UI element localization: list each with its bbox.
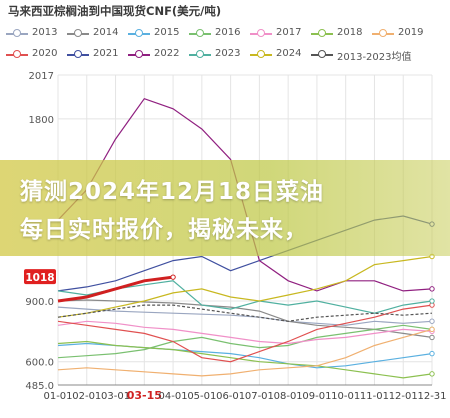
y-tick-label: 2017 [29,71,54,82]
x-tick-label: 02-01 [72,391,101,402]
legend-label: 2019 [398,27,424,38]
series-end-marker [429,326,435,333]
x-tick-label: 08-01 [274,391,303,402]
series-line-2018 [57,340,433,379]
series-line-2017 [57,320,433,345]
series-end-marker [429,286,435,292]
legend-label: 2014 [93,27,119,38]
y-tick-label: 600.0 [25,358,54,369]
legend-marker [379,29,387,37]
series-end-marker [429,298,435,304]
legend-label: 2021 [93,48,119,59]
series-line-2023 [57,280,433,314]
legend-label: 2018 [337,27,363,38]
series-line-2015 [57,342,433,369]
legend-label: 2020 [32,48,58,59]
x-tick-label: 09-01 [302,391,331,402]
series-line-2013-2023均值 [57,304,433,322]
legend-label: 2015 [154,27,180,38]
current-price-badge [24,269,56,285]
legend-label: 2016 [215,27,241,38]
series-line-2016 [57,324,433,359]
legend-marker [257,29,265,37]
legend-marker [74,29,82,37]
x-tick-label: 10-01 [331,391,360,402]
legend-marker [135,29,143,37]
legend-label: 2017 [276,27,302,38]
y-tick-label: 485.0 [25,381,54,392]
headline-banner: 猜测2024年12月18日菜油 每日实时报价，揭秘未来， [0,160,450,256]
series-end-marker [429,350,435,357]
x-tick-label: 07-01 [245,391,274,402]
legend-label: 2024 [276,48,302,59]
series-end-marker [429,371,435,377]
headline-line-1: 猜测2024年12月18日菜油 [20,179,325,205]
x-tick-label: 03-01 [101,391,130,402]
x-tick-label: 01-01 [43,391,72,402]
current-price-label: 1018 [25,272,54,284]
series-line-2014 [57,299,433,338]
x-tick-label: 06-01 [216,391,245,402]
x-tick-label: 04-01 [159,391,188,402]
series-line-2025 [57,275,174,303]
y-tick-label: 1800 [29,115,54,126]
x-tick-label: 11-01 [360,391,389,402]
x-tick-label: 03-15 [127,389,162,402]
series-line-2024 [57,255,433,318]
series-end-marker [429,318,435,324]
legend-marker [13,29,21,37]
headline-line-2: 每日实时报价，揭秘未来， [20,217,308,243]
legend-marker [196,50,204,58]
legend-marker [74,50,82,58]
legend-marker [257,50,265,58]
chart-title: 马来西亚棕榈油到中国现货CNF(美元/吨) [8,4,222,18]
series-line-2019 [57,328,433,377]
legend-marker [13,50,21,58]
series-end-marker [170,274,176,280]
x-tick-label: 12-31 [417,391,446,402]
legend-label: 2022 [154,48,180,59]
legend-label: 2013-2023均值 [337,52,412,63]
x-tick-label: 12-01 [389,391,418,402]
legend-label: 2023 [215,48,241,59]
legend-marker [318,50,326,58]
series-end-marker [429,334,435,341]
series-line-2020 [57,304,433,363]
x-tick-label: 05-01 [187,391,216,402]
y-tick-label: 900.0 [25,297,54,308]
legend-marker [196,29,204,37]
legend-marker [135,50,143,58]
series-line-2013 [57,306,433,326]
legend-label: 2013 [32,27,58,38]
legend-marker [318,29,326,37]
